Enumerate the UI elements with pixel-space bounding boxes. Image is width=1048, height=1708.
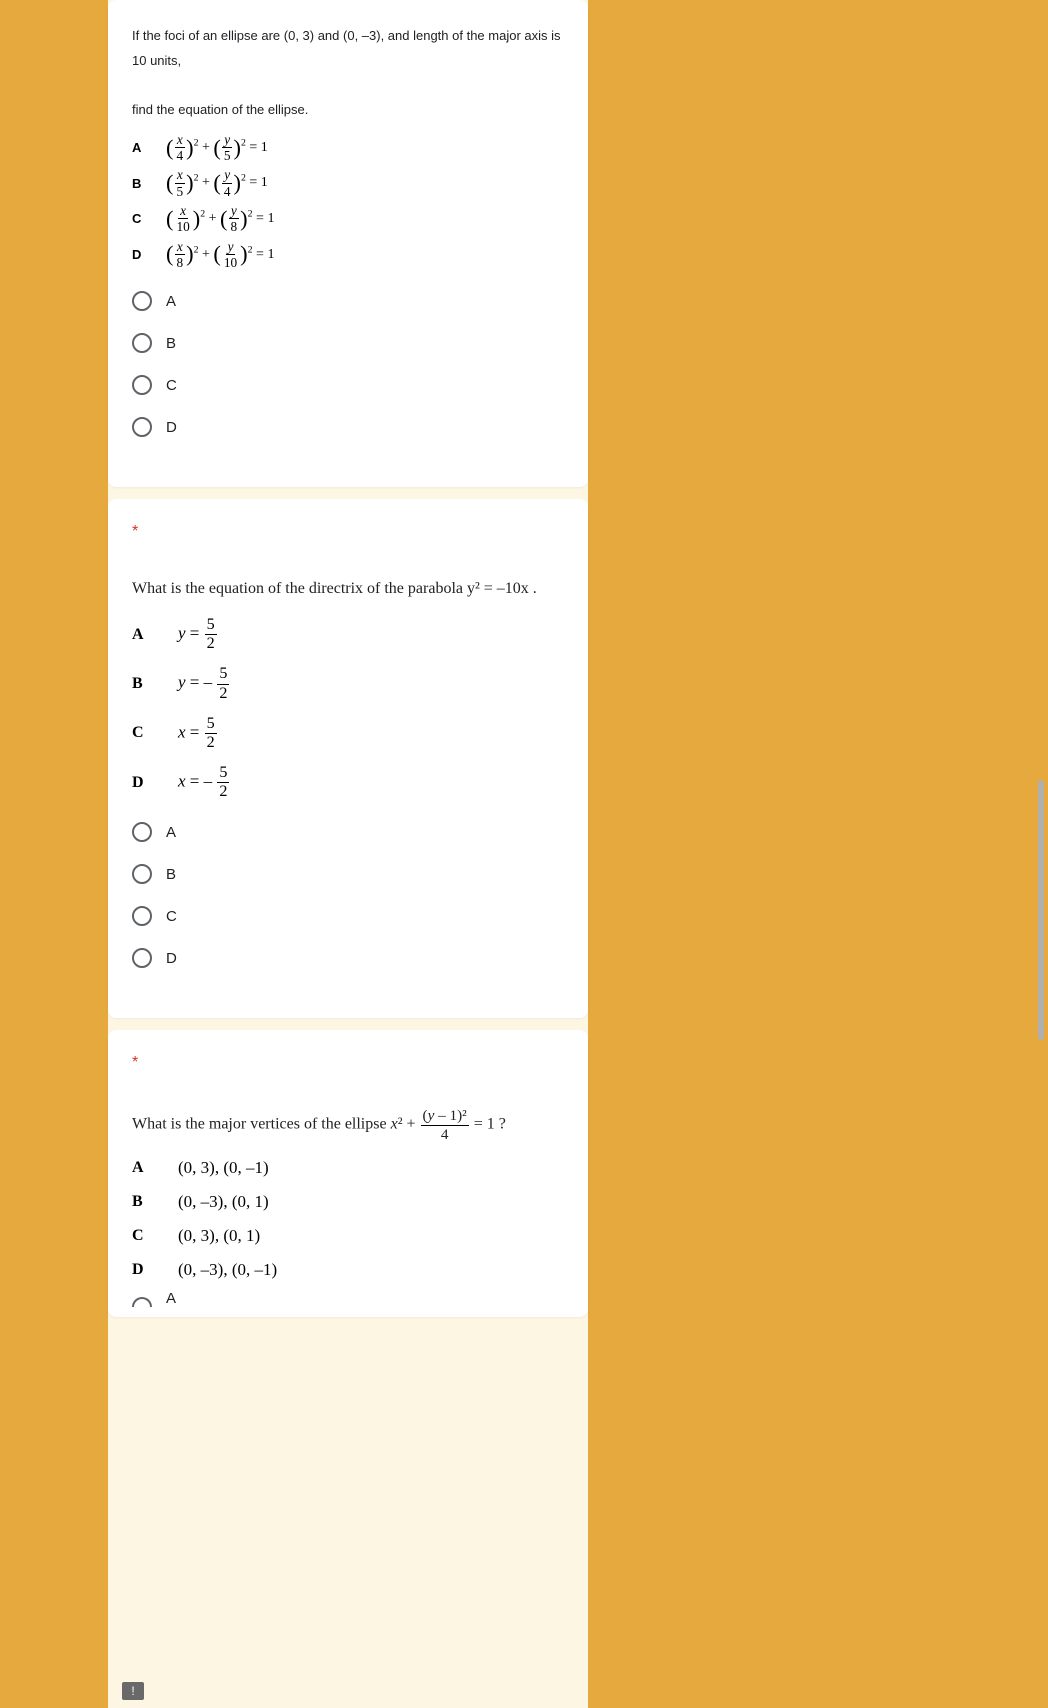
answer-option-C: C (0, 3), (0, 1) [132,1226,564,1246]
option-equation: x52 + y42 = 1 [166,168,268,198]
radio-option-A[interactable]: A [132,822,564,842]
radio-circle-icon [132,906,152,926]
option-letter: A [132,140,166,155]
radio-option-B[interactable]: B [132,333,564,353]
option-letter: B [132,176,166,191]
option-letter: D [132,247,166,262]
radio-option-B[interactable]: B [132,864,564,884]
radio-group: A B C D [132,291,564,437]
radio-label: C [166,908,177,925]
answer-option-C: C x = 52 [132,716,564,751]
answer-option-B: B x52 + y42 = 1 [132,168,564,198]
radio-label: A [166,824,176,841]
option-equation: x = – 52 [178,765,230,800]
option-letter: B [132,1193,178,1211]
option-value: (0, 3), (0, 1) [178,1226,260,1246]
radio-circle-icon [132,822,152,842]
option-letter: D [132,1261,178,1279]
required-marker: * [132,1054,564,1072]
option-letter: A [132,1159,178,1177]
radio-option-A[interactable]: A [132,291,564,311]
question-text: If the foci of an ellipse are (0, 3) and… [132,24,564,123]
prompt-line-1: If the foci of an ellipse are (0, 3) and… [132,28,561,68]
answer-option-A: A y = 52 [132,617,564,652]
radio-label: D [166,419,177,436]
radio-group: A B C D [132,822,564,968]
radio-option-D[interactable]: D [132,948,564,968]
radio-option-cutoff[interactable]: A [132,1294,564,1311]
radio-circle-icon [132,375,152,395]
radio-label: D [166,950,177,967]
scrollbar-thumb[interactable] [1038,780,1044,1040]
radio-option-C[interactable]: C [132,906,564,926]
answer-option-C: C x102 + y82 = 1 [132,204,564,234]
answer-option-D: D x82 + y102 = 1 [132,240,564,270]
option-letter: C [132,211,166,226]
option-equation: x = 52 [178,716,218,751]
radio-label: C [166,377,177,394]
answer-option-B: B y = – 52 [132,666,564,701]
option-equation: x102 + y82 = 1 [166,204,274,234]
form-column: If the foci of an ellipse are (0, 3) and… [108,0,588,1708]
option-letter: B [132,675,178,693]
answer-option-A: A x42 + y52 = 1 [132,133,564,163]
radio-option-D[interactable]: D [132,417,564,437]
answer-option-A: A (0, 3), (0, –1) [132,1158,564,1178]
answer-option-B: B (0, –3), (0, 1) [132,1192,564,1212]
option-equation: x82 + y102 = 1 [166,240,274,270]
question-card-1: If the foci of an ellipse are (0, 3) and… [108,0,588,487]
option-value: (0, 3), (0, –1) [178,1158,269,1178]
question-text: What is the major vertices of the ellips… [132,1108,564,1141]
radio-circle-icon [132,417,152,437]
answer-option-D: D (0, –3), (0, –1) [132,1260,564,1280]
radio-circle-icon [132,291,152,311]
option-value: (0, –3), (0, –1) [178,1260,277,1280]
option-equation: y = 52 [178,617,218,652]
question-card-3: * What is the major vertices of the elli… [108,1030,588,1316]
question-card-2: * What is the equation of the directrix … [108,499,588,1018]
radio-circle-icon [132,948,152,968]
radio-label: A [166,1290,176,1307]
option-letter: A [132,626,178,644]
radio-circle-icon [132,864,152,884]
option-letter: C [132,1227,178,1245]
radio-label: B [166,335,176,352]
radio-circle-icon [132,1297,152,1307]
prompt-line-2: find the equation of the ellipse. [132,102,308,117]
answer-option-D: D x = – 52 [132,765,564,800]
required-marker: * [132,523,564,541]
question-text: What is the equation of the directrix of… [132,577,564,601]
option-equation: x42 + y52 = 1 [166,133,268,163]
report-problem-icon[interactable]: ! [122,1682,144,1700]
radio-option-C[interactable]: C [132,375,564,395]
radio-label: A [166,293,176,310]
option-equation: y = – 52 [178,666,230,701]
option-letter: D [132,774,178,792]
option-value: (0, –3), (0, 1) [178,1192,269,1212]
radio-circle-icon [132,333,152,353]
radio-label: B [166,866,176,883]
option-letter: C [132,724,178,742]
